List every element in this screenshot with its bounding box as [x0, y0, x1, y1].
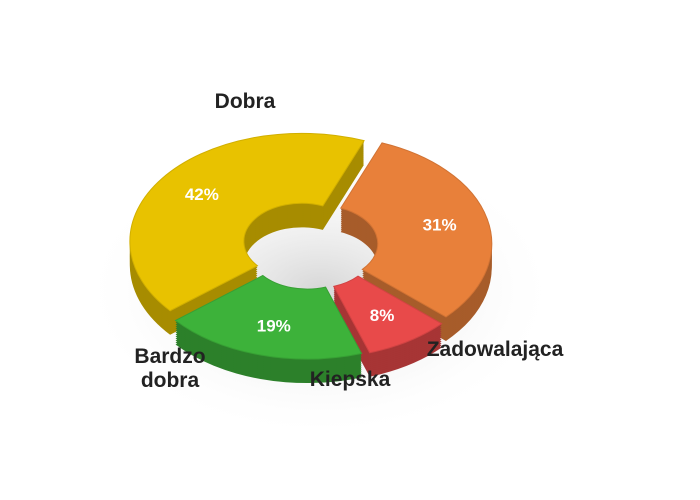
value-label: 19% — [257, 317, 291, 336]
value-label: 31% — [423, 215, 457, 234]
value-label: 8% — [370, 306, 395, 325]
category-label: Kiepska — [309, 368, 391, 391]
slice — [129, 132, 365, 312]
slice — [332, 275, 443, 354]
category-label: Dobra — [214, 90, 276, 113]
value-label: 42% — [185, 185, 219, 204]
slice — [174, 274, 363, 360]
category-label: Bardzo dobra — [134, 345, 206, 392]
slice — [339, 142, 493, 318]
category-label: Zadowalająca — [426, 338, 564, 361]
